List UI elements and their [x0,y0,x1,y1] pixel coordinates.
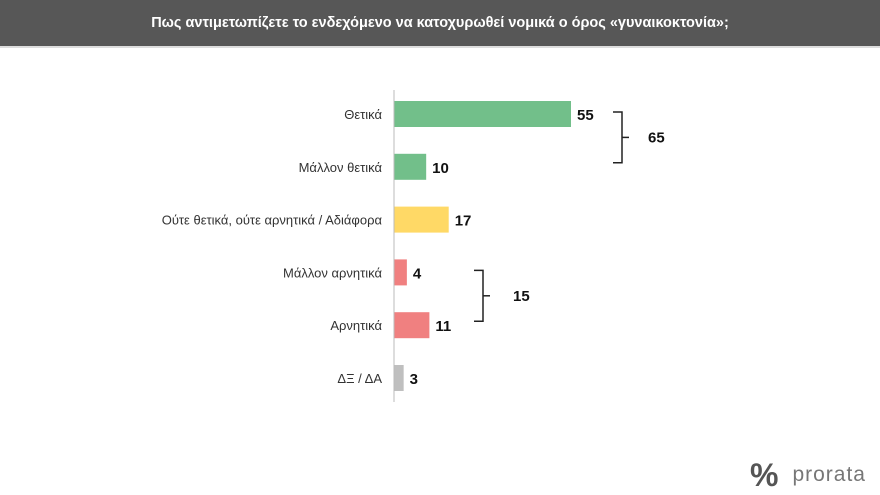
category-label: ΔΞ / ΔΑ [337,371,382,386]
chart-title: Πως αντιμετωπίζετε το ενδεχόμενο να κατο… [0,0,880,48]
category-label: Μάλλον θετικά [299,160,383,175]
data-label: 55 [577,107,594,124]
bar [394,153,427,180]
data-label: 10 [432,160,449,177]
data-label: 4 [413,265,422,282]
category-label: Ούτε θετικά, ούτε αρνητικά / Αδιάφορα [162,213,383,228]
category-label: Αρνητικά [330,318,382,333]
bar [394,101,571,127]
percent-logo-icon: % [750,457,779,493]
bar [394,312,430,339]
brand-name: prorata [792,463,866,486]
group-total-label: 15 [513,288,530,305]
data-label: 11 [435,318,451,335]
bar [394,206,449,233]
group-total-label: 65 [648,129,665,146]
category-label: Μάλλον αρνητικά [283,265,382,280]
data-label: 17 [455,213,472,230]
bar [394,365,404,391]
bar [394,259,407,286]
group-bracket [474,269,484,322]
group-bracket [613,111,623,164]
prorata-logo: % prorata [750,457,866,493]
data-label: 3 [410,371,418,388]
category-label: Θετικά [344,107,382,122]
